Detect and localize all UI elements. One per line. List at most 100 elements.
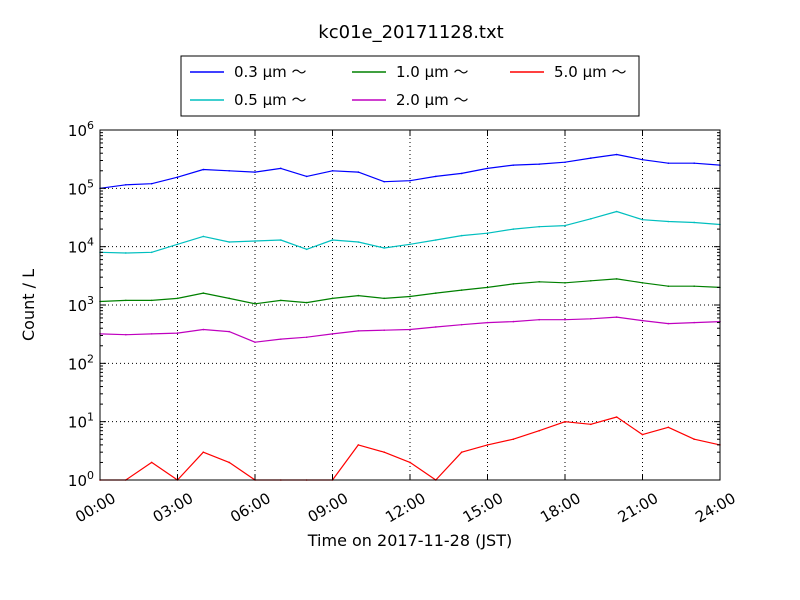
y-tick-label: 102 [68, 352, 94, 373]
data-point [615, 278, 618, 280]
data-point [590, 279, 592, 282]
data-point [486, 286, 489, 289]
data-point [280, 338, 282, 340]
data-point [512, 164, 515, 166]
x-tick-label: 21:00 [615, 489, 661, 526]
data-point [667, 426, 670, 429]
data-point [641, 433, 644, 436]
data-point [357, 330, 360, 332]
data-point [176, 332, 179, 334]
data-point [125, 299, 127, 302]
y-tick-label: 105 [68, 177, 94, 198]
x-tick-label: 12:00 [382, 489, 428, 526]
chart-title: kc01e_20171128.txt [318, 22, 503, 43]
data-point [641, 158, 644, 161]
x-tick-label: 00:00 [72, 489, 118, 526]
y-tick-label: 100 [68, 469, 94, 490]
data-point [150, 299, 153, 302]
data-point [667, 322, 670, 325]
data-point [564, 224, 566, 227]
y-axis-label: Count / L [19, 269, 38, 341]
data-point [693, 221, 695, 224]
data-point [305, 248, 308, 251]
data-point [150, 333, 153, 335]
y-tick-labels: 100 101 102 103 104 105 106 [68, 119, 94, 490]
data-point [435, 175, 437, 178]
data-point [202, 168, 205, 171]
data-point [305, 175, 308, 178]
data-point [435, 292, 437, 294]
data-point [383, 180, 385, 183]
data-point [641, 282, 644, 284]
data-point [150, 251, 153, 254]
legend-label: 0.3 μm ～ [234, 63, 307, 81]
data-point [512, 320, 515, 323]
legend-label: 5.0 μm ～ [554, 63, 627, 81]
data-point [280, 167, 282, 170]
data-point [331, 239, 334, 241]
x-axis-label: Time on 2017-11-28 (JST) [307, 531, 512, 550]
data-point [254, 171, 256, 173]
data-point [667, 162, 670, 164]
legend-label: 2.0 μm ～ [396, 91, 469, 109]
data-point [409, 328, 411, 331]
x-tick-label: 03:00 [150, 489, 196, 526]
data-point [538, 429, 540, 432]
data-point [460, 234, 463, 237]
data-point [357, 171, 360, 173]
data-point [409, 243, 411, 246]
data-point [409, 179, 411, 182]
data-point [254, 341, 256, 344]
data-point [512, 228, 515, 230]
data-point [615, 416, 618, 418]
data-point [693, 438, 695, 441]
data-point [615, 210, 618, 213]
data-point [538, 163, 540, 165]
data-point [228, 297, 230, 300]
data-point [590, 218, 592, 220]
data-point [641, 218, 644, 221]
data-point [357, 444, 360, 446]
data-point [125, 183, 127, 186]
data-point [331, 333, 334, 335]
data-point [667, 220, 670, 223]
grid [100, 130, 720, 480]
x-tick-labels: 00:00 03:00 06:00 09:00 12:00 15:00 18:00 21:00… [72, 489, 738, 526]
data-point [538, 318, 540, 321]
data-point [280, 299, 282, 302]
data-point [383, 297, 385, 300]
x-tick-label: 06:00 [227, 489, 273, 526]
data-point [564, 318, 566, 321]
legend-label: 1.0 μm ～ [396, 63, 469, 81]
data-point [150, 461, 153, 464]
data-point [228, 241, 230, 243]
legend-label: 0.5 μm ～ [234, 91, 307, 109]
data-point [564, 161, 566, 164]
data-point [331, 297, 334, 300]
x-tick-label: 09:00 [305, 489, 351, 526]
legend-entries: 0.3 μm ～ 0.5 μm ～ 1.0 μm ～ 2.0 μm ～ 5.0 μm ～ [190, 63, 627, 109]
data-point [486, 167, 489, 170]
data-point [357, 241, 360, 243]
data-point [125, 252, 127, 254]
data-point [228, 330, 230, 333]
data-point [615, 316, 618, 318]
ticks [99, 129, 721, 481]
data-point [615, 153, 618, 156]
legend: 0.3 μm ～ 0.5 μm ～ 1.0 μm ～ 2.0 μm ～ 5.0 μm ～ [180, 55, 640, 117]
data-point [486, 444, 489, 446]
data-point [486, 232, 489, 235]
data-point [564, 420, 566, 423]
x-tick-label: 15:00 [460, 489, 506, 526]
data-point [125, 333, 127, 336]
data-point [590, 423, 592, 426]
data-point [383, 329, 385, 331]
data-point [228, 461, 230, 464]
data-point [383, 451, 385, 453]
data-point [460, 451, 463, 453]
data-point [590, 318, 592, 320]
data-point [460, 289, 463, 291]
data-point [641, 319, 644, 322]
y-tick-label: 101 [68, 411, 94, 432]
